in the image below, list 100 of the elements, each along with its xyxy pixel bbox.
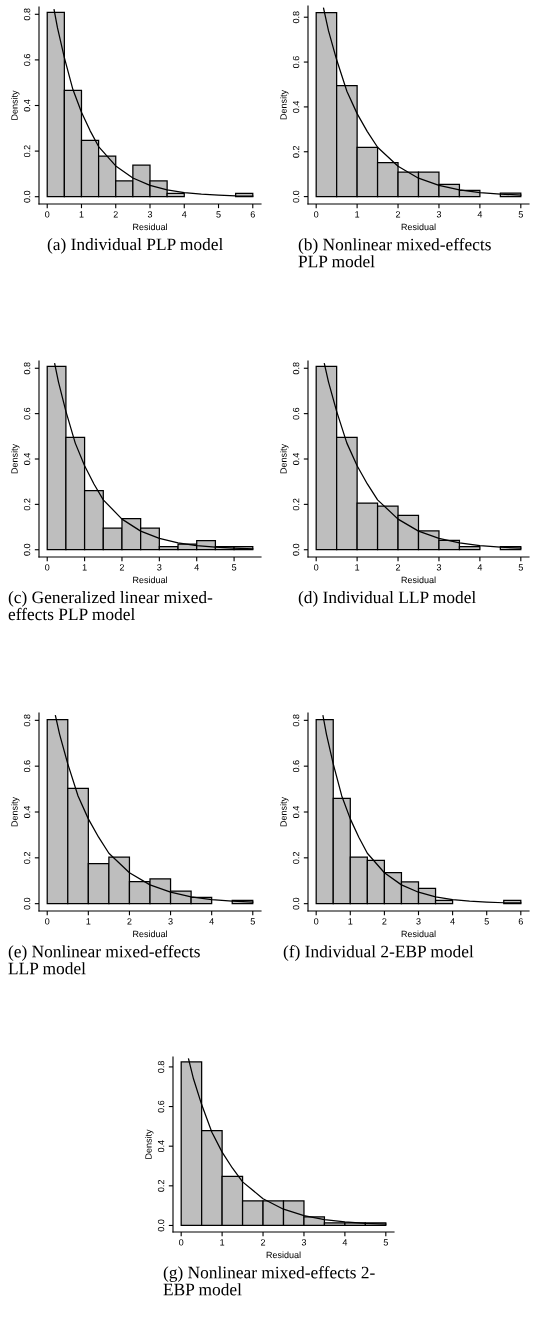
y-tick-label: 0.6: [23, 54, 31, 66]
y-tick-label: 0.0: [292, 897, 300, 910]
x-tick-label: 4: [209, 918, 214, 925]
y-tick-label: 0.8: [23, 362, 31, 375]
text: (f) Individual 2-EBP model: [283, 945, 474, 961]
x-tick-label: 3: [436, 564, 442, 571]
y-tick-label: 0.6: [292, 56, 300, 68]
x-tick-label: 6: [250, 211, 255, 218]
y-tick-label: 0.8: [292, 362, 300, 375]
y-tick-label: 0.0: [23, 897, 31, 910]
x-tick-label: 0: [45, 918, 50, 925]
x-tick-label: 3: [436, 211, 442, 218]
text: (d) Individual LLP model: [298, 591, 476, 607]
x-tick-label: 2: [395, 211, 401, 218]
x-axis-title: Residual: [266, 1251, 301, 1259]
y-tick-label: 0.4: [157, 1140, 165, 1153]
text: (a) Individual PLP model: [47, 238, 223, 254]
x-tick-label: 1: [355, 564, 360, 571]
x-tick-label: 5: [216, 211, 221, 218]
x-tick-label: 5: [484, 918, 489, 925]
x-tick-label: 3: [416, 918, 421, 925]
y-tick-label: 0.0: [292, 543, 300, 556]
x-axis-title: Residual: [133, 576, 167, 584]
y-tick-label: 0.6: [23, 760, 31, 773]
y-axis-title: Density: [280, 89, 289, 120]
x-tick-label: 3: [147, 211, 153, 218]
text: (c) Generalized linear mixed- effects PLP model: [8, 591, 213, 621]
y-tick-label: 0.2: [292, 498, 300, 511]
x-tick-label: 3: [168, 918, 173, 925]
y-tick-label: 0.6: [157, 1100, 165, 1113]
y-tick-label: 0.6: [292, 760, 300, 773]
x-tick-label: 6: [518, 918, 523, 925]
x-tick-label: 1: [220, 1239, 225, 1246]
x-tick-label: 3: [301, 1239, 307, 1246]
x-tick-label: 0: [45, 211, 50, 218]
y-axis-title: Density: [11, 90, 20, 120]
text: (e) Nonlinear mixed-effects LLP model: [8, 945, 200, 975]
x-tick-label: 1: [355, 211, 360, 218]
y-tick-label: 0.8: [23, 8, 31, 21]
y-tick-label: 0.4: [292, 100, 300, 113]
y-tick-label: 0.2: [157, 1180, 165, 1192]
y-tick-label: 0.2: [292, 852, 300, 864]
y-tick-label: 0.6: [23, 407, 31, 420]
x-tick-label: 1: [79, 211, 84, 218]
y-tick-label: 0.4: [292, 805, 300, 818]
y-tick-label: 0.6: [292, 407, 300, 420]
x-tick-label: 2: [382, 918, 387, 925]
y-tick-label: 0.4: [23, 805, 31, 818]
y-axis-title: Density: [145, 1129, 154, 1159]
x-tick-label: 4: [450, 918, 455, 925]
x-axis-title: Residual: [401, 223, 436, 231]
y-tick-label: 0.0: [292, 190, 300, 203]
x-tick-label: 0: [314, 564, 319, 571]
x-tick-label: 5: [518, 564, 523, 571]
x-axis-title: Residual: [133, 223, 167, 231]
x-tick-label: 4: [181, 211, 187, 218]
x-tick-label: 5: [518, 211, 523, 218]
x-tick-label: 2: [119, 564, 125, 571]
y-tick-label: 0.4: [23, 452, 31, 465]
y-tick-label: 0.8: [292, 11, 300, 24]
x-tick-label: 1: [82, 564, 87, 571]
y-tick-label: 0.2: [23, 852, 31, 864]
x-tick-label: 4: [342, 1239, 348, 1246]
y-tick-label: 0.8: [292, 714, 300, 727]
y-tick-label: 0.2: [292, 145, 300, 158]
x-tick-label: 0: [314, 918, 319, 925]
x-tick-label: 0: [45, 564, 50, 571]
y-tick-label: 0.8: [157, 1061, 165, 1073]
y-tick-label: 0.8: [23, 714, 31, 727]
y-axis-title: Density: [11, 796, 20, 827]
x-tick-label: 1: [86, 918, 91, 925]
y-tick-label: 0.0: [23, 190, 31, 203]
y-tick-label: 0.0: [157, 1219, 165, 1232]
x-tick-label: 2: [395, 564, 401, 571]
x-tick-label: 2: [113, 211, 118, 218]
x-axis-title: Residual: [401, 930, 436, 938]
y-axis-title: Density: [280, 796, 289, 827]
text: (b) Nonlinear mixed-effects PLP model: [298, 238, 491, 268]
x-tick-label: 4: [477, 564, 483, 571]
x-tick-label: 0: [314, 211, 319, 218]
x-tick-label: 4: [477, 211, 483, 218]
y-tick-label: 0.0: [23, 543, 31, 556]
x-tick-label: 5: [250, 918, 255, 925]
x-tick-label: 2: [260, 1239, 266, 1246]
y-tick-label: 0.2: [23, 145, 31, 158]
y-axis-title: Density: [280, 443, 289, 474]
y-axis-title: Density: [11, 443, 20, 474]
x-tick-label: 4: [194, 564, 199, 571]
x-axis-title: Residual: [133, 930, 167, 938]
x-tick-label: 5: [383, 1239, 388, 1246]
y-tick-label: 0.4: [23, 99, 31, 112]
x-tick-label: 2: [127, 918, 132, 925]
x-tick-label: 3: [157, 564, 162, 571]
x-axis-title: Residual: [401, 576, 436, 584]
y-tick-label: 0.2: [23, 498, 31, 511]
text: (g) Nonlinear mixed-effects 2- EBP model: [163, 1266, 375, 1296]
x-tick-label: 0: [179, 1239, 184, 1246]
x-tick-label: 5: [231, 564, 237, 571]
x-tick-label: 1: [348, 918, 353, 925]
y-tick-label: 0.4: [292, 452, 300, 465]
